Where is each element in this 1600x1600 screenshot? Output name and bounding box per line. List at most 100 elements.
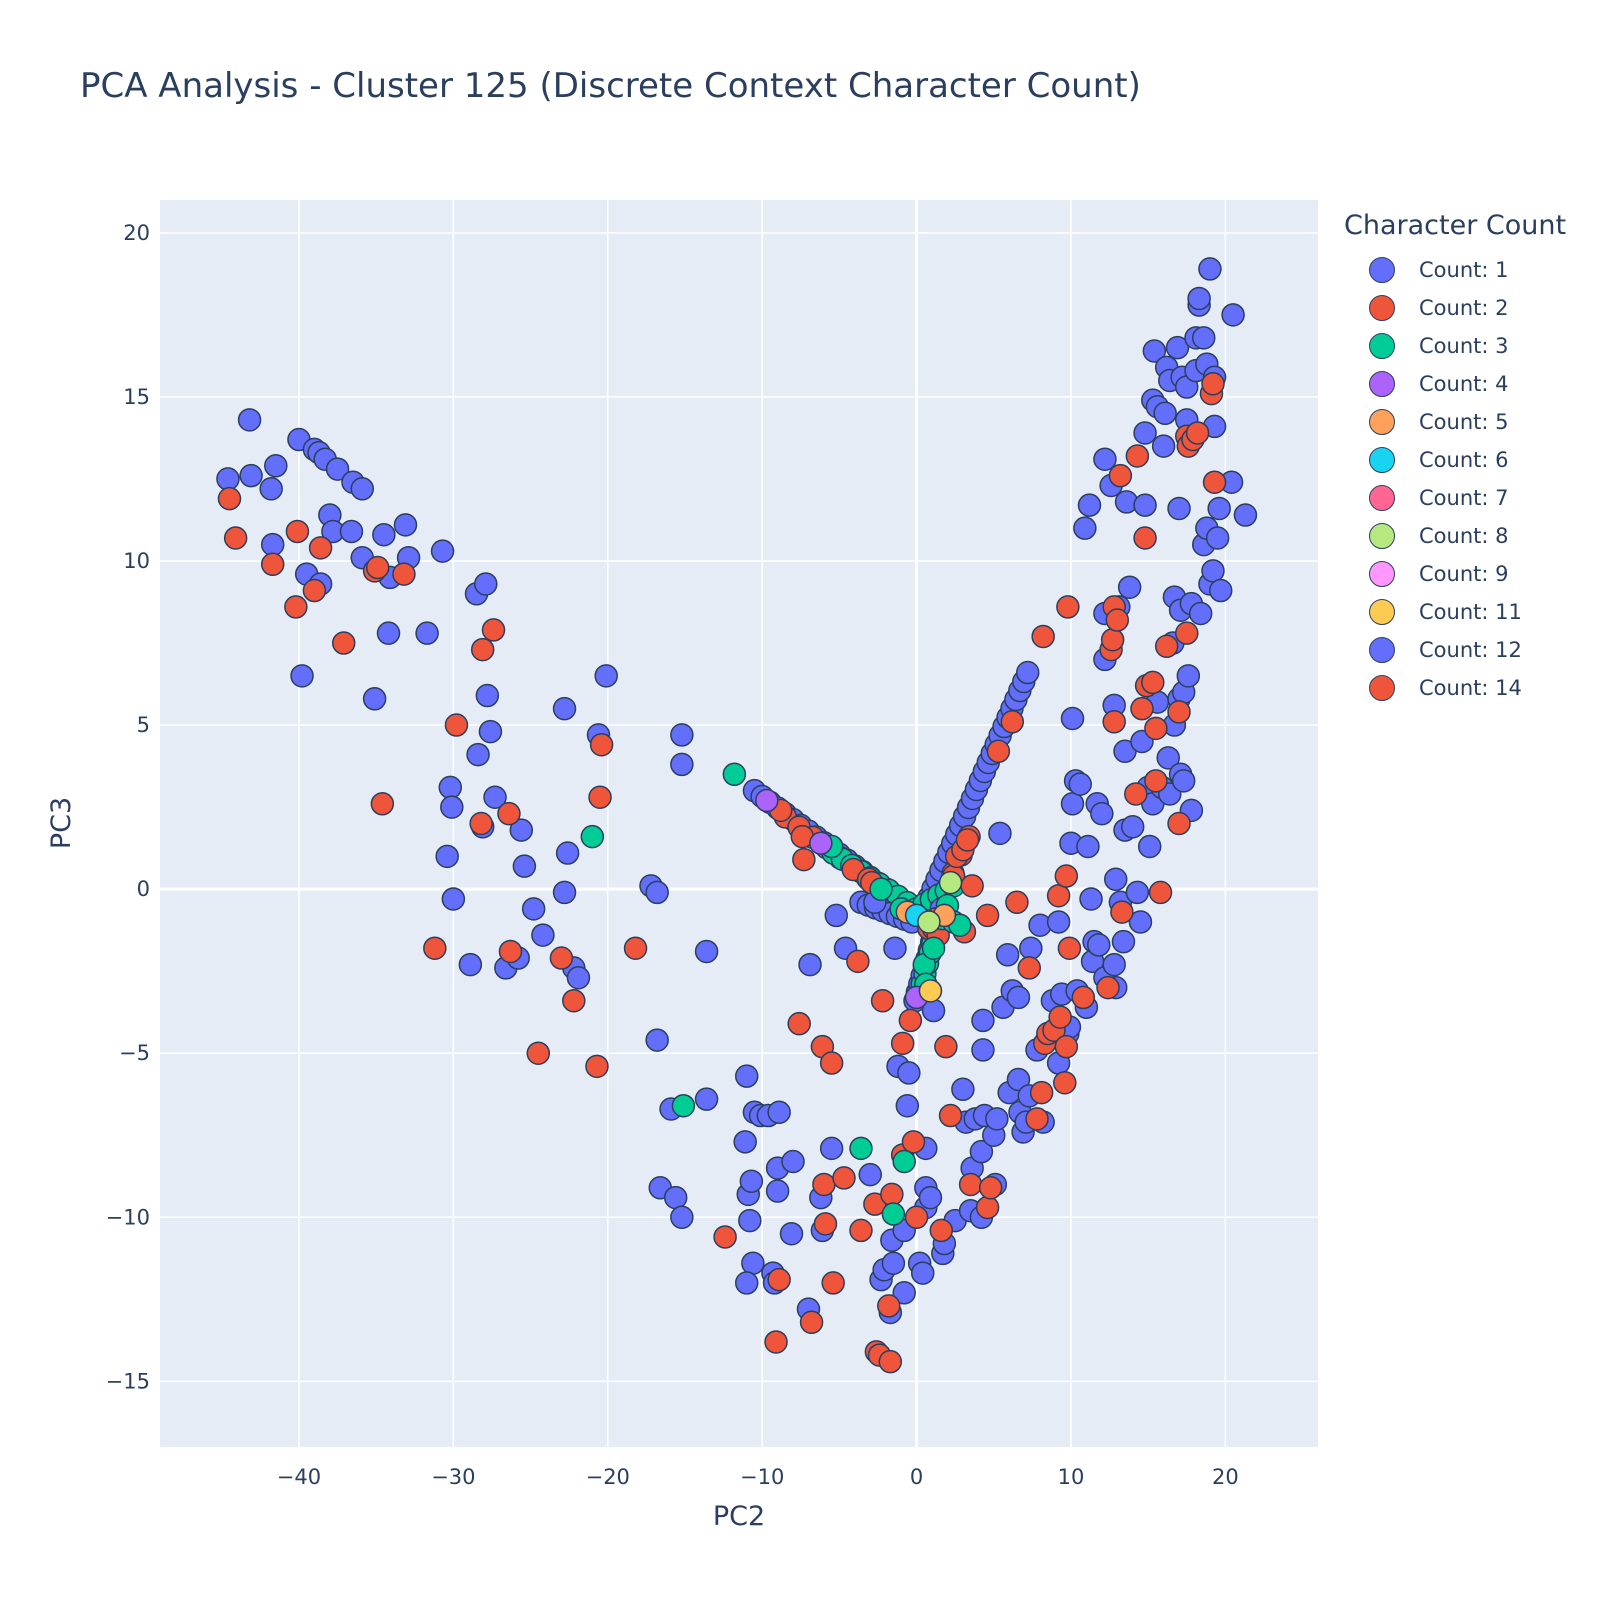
data-point[interactable] [722,762,747,787]
data-point[interactable] [881,1202,906,1226]
data-point[interactable] [734,1271,759,1295]
data-point[interactable] [767,1267,791,1292]
data-point[interactable] [1208,578,1233,603]
data-point[interactable] [1031,624,1055,649]
data-point[interactable] [971,1008,995,1033]
data-point[interactable] [824,903,849,928]
data-point[interactable] [1093,447,1117,471]
data-point[interactable] [819,1136,844,1161]
data-point[interactable] [971,1038,995,1062]
data-point[interactable] [372,522,396,547]
data-point[interactable] [1128,910,1153,934]
legend-item[interactable]: Count: 11 [1344,593,1566,631]
data-point[interactable] [870,988,895,1013]
data-point[interactable] [881,1251,906,1275]
data-point[interactable] [1105,608,1130,632]
data-point[interactable] [308,536,333,560]
data-point[interactable] [1060,792,1085,816]
data-point[interactable] [1006,985,1031,1010]
data-point[interactable] [1207,496,1231,521]
data-point[interactable] [1167,811,1191,836]
data-point[interactable] [580,824,605,849]
data-point[interactable] [1103,867,1128,892]
data-point[interactable] [799,1310,824,1335]
data-point[interactable] [1130,696,1154,721]
data-point[interactable] [552,696,577,721]
data-point[interactable] [1202,470,1227,494]
data-point[interactable] [521,897,546,921]
data-point[interactable] [1054,1034,1079,1059]
data-point[interactable] [898,1008,923,1033]
data-point[interactable] [1133,421,1157,445]
data-point[interactable] [260,552,285,577]
data-point[interactable] [781,1149,805,1174]
data-point[interactable] [1185,421,1210,445]
data-point[interactable] [904,1205,929,1230]
data-point[interactable] [1025,1107,1049,1131]
data-point[interactable] [890,1031,915,1056]
data-point[interactable] [589,732,614,757]
data-point[interactable] [858,1162,882,1187]
data-point[interactable] [1156,746,1180,770]
data-point[interactable] [415,621,439,645]
data-point[interactable] [821,1271,845,1295]
data-point[interactable] [645,880,669,905]
data-point[interactable] [975,903,1000,928]
data-point[interactable] [779,1221,804,1246]
data-point[interactable] [897,1061,921,1085]
data-point[interactable] [1201,559,1225,583]
data-point[interactable] [237,408,262,432]
data-point[interactable] [645,1028,669,1052]
data-point[interactable] [509,818,534,842]
data-point[interactable] [1096,975,1120,1000]
data-point[interactable] [955,828,980,852]
data-point[interactable] [960,874,984,898]
data-point[interactable] [216,467,240,491]
data-point[interactable] [895,1093,920,1118]
data-point[interactable] [552,880,577,905]
legend-item[interactable]: Count: 6 [1344,441,1566,479]
data-point[interactable] [988,821,1012,846]
data-point[interactable] [792,847,816,872]
legend-item[interactable]: Count: 14 [1344,669,1566,707]
data-point[interactable] [969,1139,994,1164]
data-point[interactable] [918,979,943,1003]
data-point[interactable] [458,952,483,977]
data-point[interactable] [1176,664,1201,688]
data-point[interactable] [670,1205,694,1230]
data-point[interactable] [819,1051,844,1075]
data-point[interactable] [585,1054,609,1079]
data-point[interactable] [1060,706,1085,731]
data-point[interactable] [846,949,870,974]
data-point[interactable] [497,801,521,826]
data-point[interactable] [365,555,390,580]
data-point[interactable] [470,637,495,662]
data-point[interactable] [1133,526,1157,550]
data-point[interactable] [1100,627,1125,652]
data-point[interactable] [444,713,469,737]
data-point[interactable] [1090,801,1114,826]
data-point[interactable] [331,631,356,655]
data-point[interactable] [663,1185,688,1210]
data-point[interactable] [1125,444,1150,468]
data-point[interactable] [1005,890,1029,915]
data-point[interactable] [1087,933,1111,957]
data-point[interactable] [934,1034,958,1059]
data-point[interactable] [694,1087,719,1111]
data-point[interactable] [877,1294,901,1318]
data-point[interactable] [1071,985,1096,1010]
data-point[interactable] [423,936,447,960]
data-point[interactable] [370,792,395,816]
data-point[interactable] [1171,769,1196,793]
data-point[interactable] [975,1195,1000,1220]
data-point[interactable] [594,664,618,688]
data-point[interactable] [910,1261,935,1285]
data-point[interactable] [1124,782,1148,806]
data-point[interactable] [1073,516,1097,540]
data-point[interactable] [1167,700,1191,724]
data-point[interactable] [813,1212,838,1236]
data-point[interactable] [1148,880,1173,905]
legend-item[interactable]: Count: 7 [1344,479,1566,517]
data-point[interactable] [466,742,490,767]
data-point[interactable] [1102,710,1126,734]
